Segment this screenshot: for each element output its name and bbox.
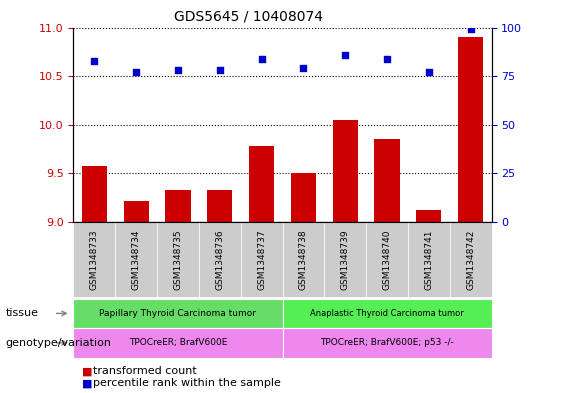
Bar [333,120,358,222]
Bar [207,190,232,222]
Point [341,51,350,58]
Text: GSM1348735: GSM1348735 [173,229,182,290]
Point [173,67,182,73]
Text: GSM1348736: GSM1348736 [215,229,224,290]
Text: GSM1348742: GSM1348742 [466,229,475,290]
Text: TPOCreER; BrafV600E: TPOCreER; BrafV600E [129,338,227,347]
Bar [375,140,399,222]
Bar [249,146,274,222]
Text: GSM1348734: GSM1348734 [132,229,141,290]
Point [257,55,266,62]
Bar [166,190,190,222]
Text: TPOCreER; BrafV600E; p53 -/-: TPOCreER; BrafV600E; p53 -/- [320,338,454,347]
Text: GSM1348733: GSM1348733 [90,229,99,290]
Point [132,69,141,75]
Text: genotype/variation: genotype/variation [6,338,112,348]
Text: Anaplastic Thyroid Carcinoma tumor: Anaplastic Thyroid Carcinoma tumor [310,309,464,318]
Point [215,67,224,73]
Text: Papillary Thyroid Carcinoma tumor: Papillary Thyroid Carcinoma tumor [99,309,257,318]
Text: tissue: tissue [6,309,38,318]
Bar [458,37,483,222]
Point [466,26,475,33]
Text: percentile rank within the sample: percentile rank within the sample [93,378,281,388]
Bar [124,201,149,222]
Text: GSM1348737: GSM1348737 [257,229,266,290]
Text: GDS5645 / 10408074: GDS5645 / 10408074 [174,10,323,24]
Text: GSM1348741: GSM1348741 [424,229,433,290]
Text: GSM1348739: GSM1348739 [341,229,350,290]
Point [383,55,392,62]
Point [424,69,433,75]
Text: GSM1348740: GSM1348740 [383,229,392,290]
Point [299,65,308,72]
Text: ■: ■ [82,366,93,376]
Text: GSM1348738: GSM1348738 [299,229,308,290]
Bar [416,210,441,222]
Text: transformed count: transformed count [93,366,197,376]
Bar [291,173,316,222]
Bar [82,165,107,222]
Text: ■: ■ [82,378,93,388]
Point [90,57,99,64]
